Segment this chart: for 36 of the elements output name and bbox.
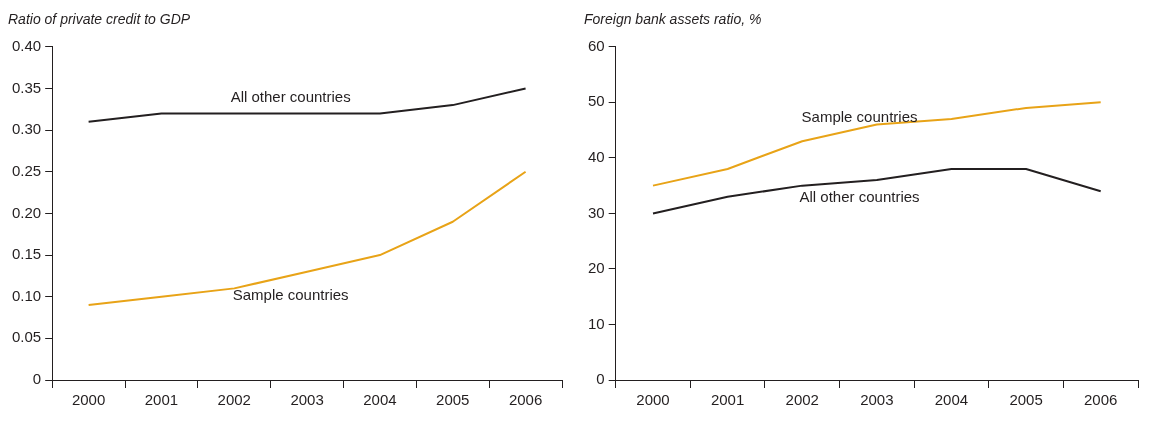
chart-title: Ratio of private credit to GDP [8, 11, 191, 28]
x-tick-label: 2004 [934, 391, 969, 409]
chart-title: Foreign bank assets ratio, % [584, 11, 762, 28]
series-label: All other countries [230, 88, 351, 106]
y-tick-label: 0.20 [11, 203, 42, 221]
x-tick-label: 2005 [436, 391, 470, 409]
x-tick-label: 2002 [785, 391, 819, 409]
x-tick-label: 2000 [71, 391, 106, 409]
x-tick-label: 2006 [508, 391, 543, 409]
y-tick-label: 0.25 [11, 161, 42, 179]
y-tick-label: 50 [588, 92, 605, 110]
y-tick-label: 10 [588, 314, 605, 332]
series-label: Sample countries [801, 107, 918, 125]
y-tick-label: 0.05 [11, 328, 42, 346]
y-tick-label: 0.10 [11, 286, 42, 304]
x-tick-label: 2001 [144, 391, 179, 409]
x-tick-label: 2002 [217, 391, 251, 409]
y-tick-label: 60 [588, 36, 605, 54]
y-tick-label: 30 [588, 203, 605, 221]
x-tick-label: 2005 [1009, 391, 1043, 409]
x-tick-label: 2000 [636, 391, 670, 409]
y-tick-label: 40 [588, 148, 605, 166]
x-tick-label: 2003 [290, 391, 324, 409]
y-tick-label: 0.35 [11, 78, 42, 96]
y-tick-label: 0.30 [11, 120, 42, 138]
y-tick-label: 0.15 [11, 245, 42, 263]
series-label: All other countries [799, 188, 920, 206]
y-tick-label: 0.40 [11, 36, 42, 54]
y-tick-label: 0 [596, 370, 605, 388]
y-tick-label: 0 [32, 370, 42, 388]
x-tick-label: 2001 [710, 391, 745, 409]
series-label: Sample countries [232, 285, 349, 303]
y-tick-label: 20 [588, 259, 605, 277]
x-tick-label: 2006 [1084, 391, 1118, 409]
x-tick-label: 2004 [363, 391, 397, 409]
x-tick-label: 2003 [860, 391, 894, 409]
